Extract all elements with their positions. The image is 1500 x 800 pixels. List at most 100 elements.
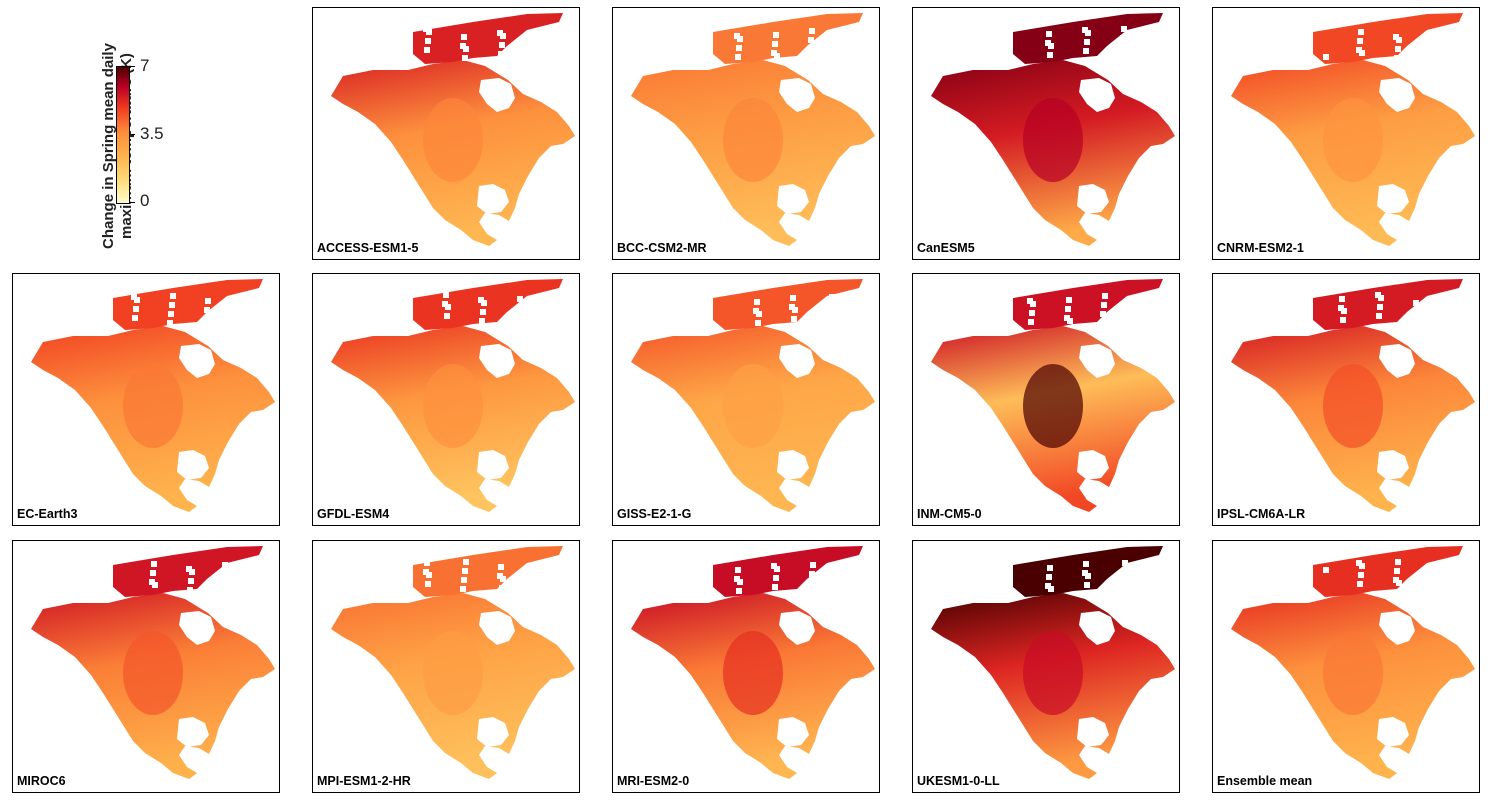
water-gap-cell [791, 316, 797, 322]
water-gap-cell [1121, 569, 1127, 575]
gulf-of-mexico-water [477, 717, 509, 747]
map-panel: MRI-ESM2-0 [612, 540, 880, 793]
map-plot [631, 13, 875, 246]
arctic-islands-region [413, 546, 563, 597]
water-gap-cell [516, 305, 522, 311]
water-gap-cell [1357, 581, 1363, 587]
water-gap-cell [480, 309, 486, 315]
gulf-of-mexico-water [477, 450, 509, 480]
map-panel: EC-Earth3 [12, 273, 280, 526]
model-name-label: CanESM5 [917, 241, 975, 255]
gulf-of-mexico-water [1377, 184, 1409, 214]
water-gap-cell [134, 297, 140, 303]
water-gap-cell [443, 292, 449, 298]
water-gap-cell [133, 306, 139, 312]
water-gap-cell [223, 583, 229, 589]
gulf-of-mexico-water [1077, 184, 1109, 214]
water-gap-cell [735, 54, 741, 60]
water-gap-cell [460, 586, 466, 592]
interior-warming-hotspot [1323, 98, 1383, 182]
water-gap-cell [737, 36, 743, 42]
water-gap-cell [225, 565, 231, 571]
water-gap-cell [424, 47, 430, 53]
map-panel: GFDL-ESM4 [312, 273, 580, 526]
legend-tick-mark-max [129, 66, 135, 67]
gulf-of-mexico-water [177, 717, 209, 747]
hudson-bay-water [1379, 344, 1415, 378]
water-gap-cell [1030, 301, 1036, 307]
water-gap-cell [1341, 308, 1347, 314]
water-gap-cell [1103, 314, 1109, 320]
map-panel: INM-CM5-0 [912, 273, 1180, 526]
hudson-bay-water [1379, 611, 1415, 645]
water-gap-cell [445, 304, 451, 310]
water-gap-cell [1119, 587, 1125, 593]
interior-warming-hotspot [723, 631, 783, 715]
map-plot [1231, 546, 1475, 779]
water-gap-cell [462, 568, 468, 574]
water-gap-cell [1395, 559, 1401, 565]
color-legend: Change in Spring mean daily maximum temp… [60, 43, 260, 250]
arctic-islands-region [713, 279, 863, 330]
map-plot [1231, 279, 1475, 512]
interior-warming-hotspot [1023, 631, 1083, 715]
arctic-islands-region [1313, 279, 1463, 330]
water-gap-cell [1358, 29, 1364, 35]
water-gap-cell [499, 585, 505, 591]
water-gap-cell [736, 45, 742, 51]
water-gap-cell [1066, 297, 1072, 303]
hudson-bay-water [779, 611, 815, 645]
water-gap-cell [167, 320, 173, 326]
hudson-bay-water [479, 611, 515, 645]
gulf-of-mexico-water [777, 450, 809, 480]
interior-warming-hotspot [1023, 364, 1083, 448]
water-gap-cell [150, 570, 156, 576]
water-gap-cell [1122, 47, 1128, 53]
water-gap-cell [1065, 306, 1071, 312]
water-gap-cell [1046, 574, 1052, 580]
water-gap-cell [1376, 313, 1382, 319]
water-gap-cell [424, 560, 430, 566]
water-gap-cell [1047, 565, 1053, 571]
water-gap-cell [461, 34, 467, 40]
water-gap-cell [188, 578, 194, 584]
water-gap-cell [1413, 300, 1419, 306]
interior-warming-hotspot [123, 364, 183, 448]
water-gap-cell [499, 42, 505, 48]
water-gap-cell [132, 315, 138, 321]
legend-tick-min: 0 [140, 191, 150, 210]
arctic-islands-region [713, 546, 863, 597]
arctic-islands-region [1313, 13, 1463, 64]
water-gap-cell [500, 33, 506, 39]
water-gap-cell [189, 569, 195, 575]
gulf-of-mexico-water [477, 184, 509, 214]
map-plot [331, 13, 575, 246]
water-gap-cell [463, 559, 469, 565]
arctic-islands-region [413, 13, 563, 64]
water-gap-cell [811, 40, 817, 46]
water-gap-cell [1120, 35, 1126, 41]
gulf-of-mexico-water [1077, 717, 1109, 747]
hudson-bay-water [479, 78, 515, 112]
map-panel: CNRM-ESM2-1 [1212, 7, 1480, 260]
legend-tick-mid: 3.5 [140, 124, 164, 143]
model-name-label: ACCESS-ESM1-5 [317, 241, 419, 255]
arctic-islands-region [1013, 13, 1163, 64]
water-gap-cell [518, 317, 524, 323]
water-gap-cell [1394, 55, 1400, 61]
legend-tick-mark-mid [129, 134, 135, 135]
water-gap-cell [1085, 30, 1091, 36]
water-gap-cell [1377, 304, 1383, 310]
water-gap-cell [151, 561, 157, 567]
water-gap-cell [425, 38, 431, 44]
water-gap-cell [1083, 48, 1089, 54]
water-gap-cell [498, 51, 504, 57]
hudson-bay-water [479, 344, 515, 378]
map-panel: IPSL-CM6A-LR [1212, 273, 1480, 526]
map-panel: MIROC6 [12, 540, 280, 793]
water-gap-cell [1048, 43, 1054, 49]
water-gap-cell [810, 49, 816, 55]
water-gap-cell [1083, 561, 1089, 567]
water-gap-cell [205, 298, 211, 304]
water-gap-cell [207, 310, 213, 316]
